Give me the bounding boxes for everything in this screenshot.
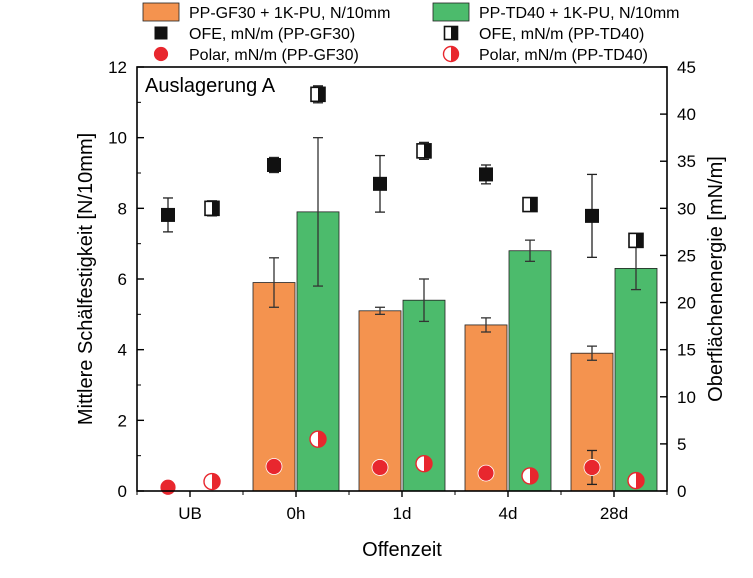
marker-circle-half-fill xyxy=(318,431,326,448)
y-right-tick-label: 20 xyxy=(677,294,696,313)
bar xyxy=(508,250,552,492)
marker-circle-half-fill xyxy=(636,472,644,489)
legend-label: OFE, mN/m (PP-GF30) xyxy=(189,26,355,43)
marker-circle-filled xyxy=(477,464,495,482)
marker-circle-half-fill xyxy=(451,46,459,62)
y-right-tick-label: 0 xyxy=(677,482,686,501)
marker-square-filled xyxy=(154,26,168,40)
marker-square-filled xyxy=(373,176,387,191)
marker-square-filled xyxy=(585,208,599,223)
marker-square-half-fill xyxy=(530,197,537,212)
marker-square-filled xyxy=(479,167,493,182)
y-left-tick-label: 4 xyxy=(118,341,127,360)
x-tick-label: 0h xyxy=(287,504,306,523)
y-left-tick-label: 6 xyxy=(118,270,127,289)
y-left-tick-label: 0 xyxy=(118,482,127,501)
bar xyxy=(614,267,658,492)
y-right-tick-label: 35 xyxy=(677,152,696,171)
y-left-tick-label: 12 xyxy=(108,58,127,77)
legend-label: Polar, mN/m (PP-TD40) xyxy=(479,47,648,64)
y-axis-right-label: Oberflächenenergie [mN/m] xyxy=(705,156,727,402)
marker-circle-filled xyxy=(265,458,283,475)
x-axis-label: Offenzeit xyxy=(362,539,442,561)
y-right-tick-label: 10 xyxy=(677,388,696,407)
marker-circle-filled xyxy=(371,459,389,476)
legend-label: Polar, mN/m (PP-GF30) xyxy=(189,47,359,64)
y-right-tick-label: 15 xyxy=(677,341,696,360)
y-right-tick-label: 40 xyxy=(677,105,696,124)
y-left-tick-label: 8 xyxy=(118,199,127,218)
marker-square-half-fill xyxy=(451,26,458,40)
marker-square-half-fill xyxy=(212,201,219,216)
x-tick-label: UB xyxy=(178,504,202,523)
x-tick-label: 28d xyxy=(600,504,628,523)
marker-square-half-fill xyxy=(424,143,431,158)
y-right-tick-label: 5 xyxy=(677,435,686,454)
y-right-tick-label: 25 xyxy=(677,246,696,265)
marker-circle-filled xyxy=(159,478,177,496)
y-left-tick-label: 10 xyxy=(108,129,127,148)
y-right-tick-label: 45 xyxy=(677,58,696,77)
marker-circle-filled xyxy=(153,46,169,62)
marker-square-filled xyxy=(161,207,175,222)
markers-layer xyxy=(159,85,645,496)
axes-layer: 0 2 4 6 8 10 12 0 5 10 15 20 25 30 35 40 45 UB 0h 1d 4d 28d xyxy=(108,58,696,523)
legend: PP-GF30 + 1K-PU, N/10mm PP-TD40 + 1K-PU, … xyxy=(142,2,680,64)
legend-label: PP-TD40 + 1K-PU, N/10mm xyxy=(479,5,680,22)
y-axis-left-label: Mittlere Schälfestigkeit [N/10mm] xyxy=(75,133,97,425)
bars-layer xyxy=(252,137,658,492)
x-tick-label: 1d xyxy=(393,504,412,523)
x-tick-label: 4d xyxy=(499,504,518,523)
marker-square-half-fill xyxy=(636,233,643,248)
legend-swatch xyxy=(142,2,180,22)
legend-label: PP-GF30 + 1K-PU, N/10mm xyxy=(189,5,390,22)
marker-circle-half-fill xyxy=(530,467,538,484)
marker-circle-half-fill xyxy=(212,473,220,490)
marker-circle-filled xyxy=(583,459,601,476)
chart-annotation: Auslagerung A xyxy=(145,75,276,97)
marker-square-half-fill xyxy=(318,87,325,102)
marker-square-filled xyxy=(267,157,281,172)
legend-label: OFE, mN/m (PP-TD40) xyxy=(479,26,644,43)
legend-swatch xyxy=(432,2,470,22)
y-right-tick-label: 30 xyxy=(677,199,696,218)
marker-circle-half-fill xyxy=(424,455,432,472)
y-left-tick-label: 2 xyxy=(118,411,127,430)
